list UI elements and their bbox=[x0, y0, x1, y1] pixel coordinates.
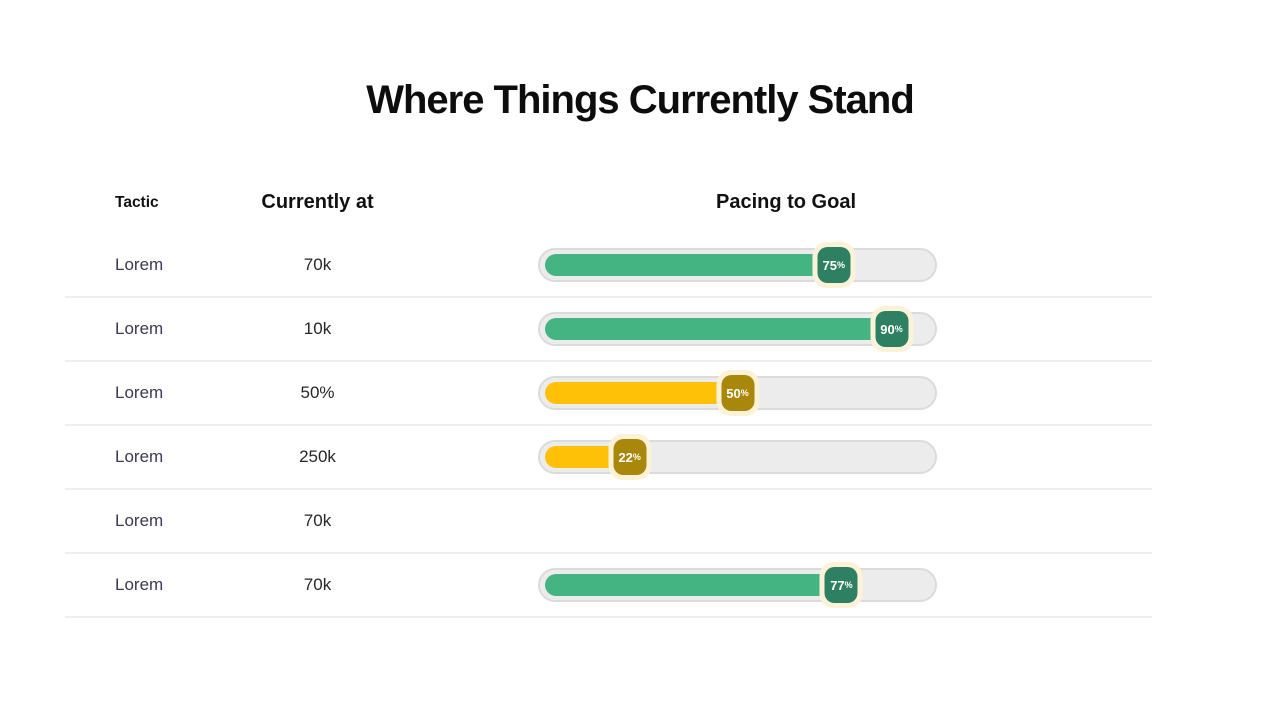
currently-at-cell: 50% bbox=[300, 383, 335, 402]
progress-badge: 50% bbox=[716, 370, 759, 416]
progress-bar-fill bbox=[545, 318, 892, 340]
currently-at-cell: 70k bbox=[303, 575, 332, 594]
progress-badge-value: 90% bbox=[875, 311, 908, 347]
tactic-cell: Lorem bbox=[115, 575, 164, 594]
progress-bar-track: 22% bbox=[538, 434, 937, 480]
column-header-pacing-to-goal: Pacing to Goal bbox=[715, 191, 857, 213]
currently-at-cell: 70k bbox=[303, 511, 332, 530]
progress-bar-track: 77% bbox=[538, 562, 937, 608]
tactic-cell: Lorem bbox=[115, 383, 164, 402]
progress-badge: 90% bbox=[870, 306, 913, 352]
table-row: Lorem 250k 22% bbox=[65, 426, 1152, 490]
slide: Where Things Currently Stand Tactic Curr… bbox=[0, 76, 1280, 720]
pacing-cell: 90% bbox=[420, 306, 1152, 352]
pacing-cell: 22% bbox=[420, 434, 1152, 480]
progress-bar-fill bbox=[545, 382, 738, 404]
currently-at-cell: 70k bbox=[303, 255, 332, 274]
progress-badge-value: 75% bbox=[817, 247, 851, 283]
table-row: Lorem 70k 77% bbox=[65, 554, 1152, 618]
progress-badge-value: 50% bbox=[721, 375, 754, 411]
progress-badge: 77% bbox=[819, 562, 863, 608]
progress-badge: 75% bbox=[812, 242, 856, 288]
currently-at-cell: 10k bbox=[303, 319, 332, 338]
currently-at-cell: 250k bbox=[299, 447, 336, 466]
page-title: Where Things Currently Stand bbox=[366, 78, 915, 122]
progress-bar-track: 50% bbox=[538, 370, 937, 416]
tactic-cell: Lorem bbox=[115, 511, 164, 530]
pacing-table: Tactic Currently at Pacing to Goal Lorem… bbox=[65, 171, 1152, 618]
tactic-cell: Lorem bbox=[115, 447, 164, 466]
pacing-cell: 75% bbox=[420, 242, 1152, 288]
table-row: Lorem 50% 50% bbox=[65, 362, 1152, 426]
pacing-cell: 50% bbox=[420, 370, 1152, 416]
progress-badge-value: 77% bbox=[824, 567, 858, 603]
column-header-tactic: Tactic bbox=[115, 193, 159, 211]
table-header-row: Tactic Currently at Pacing to Goal bbox=[65, 171, 1152, 234]
progress-bar-track: 90% bbox=[538, 306, 937, 352]
progress-badge-value: 22% bbox=[613, 439, 647, 475]
table-row: Lorem 10k 90% bbox=[65, 298, 1152, 362]
column-header-currently-at: Currently at bbox=[261, 191, 374, 213]
tactic-cell: Lorem bbox=[115, 255, 164, 274]
progress-bar-fill bbox=[545, 574, 842, 596]
table-row: Lorem 70k 75% bbox=[65, 234, 1152, 298]
progress-badge: 22% bbox=[608, 434, 652, 480]
progress-bar-fill bbox=[545, 254, 834, 276]
progress-bar-track: 75% bbox=[538, 242, 937, 288]
tactic-cell: Lorem bbox=[115, 319, 164, 338]
pacing-cell: 77% bbox=[420, 562, 1152, 608]
table-row: Lorem 70k bbox=[65, 490, 1152, 554]
table-body: Lorem 70k 75% Lorem 10k 90% Lorem 50% bbox=[65, 234, 1152, 618]
